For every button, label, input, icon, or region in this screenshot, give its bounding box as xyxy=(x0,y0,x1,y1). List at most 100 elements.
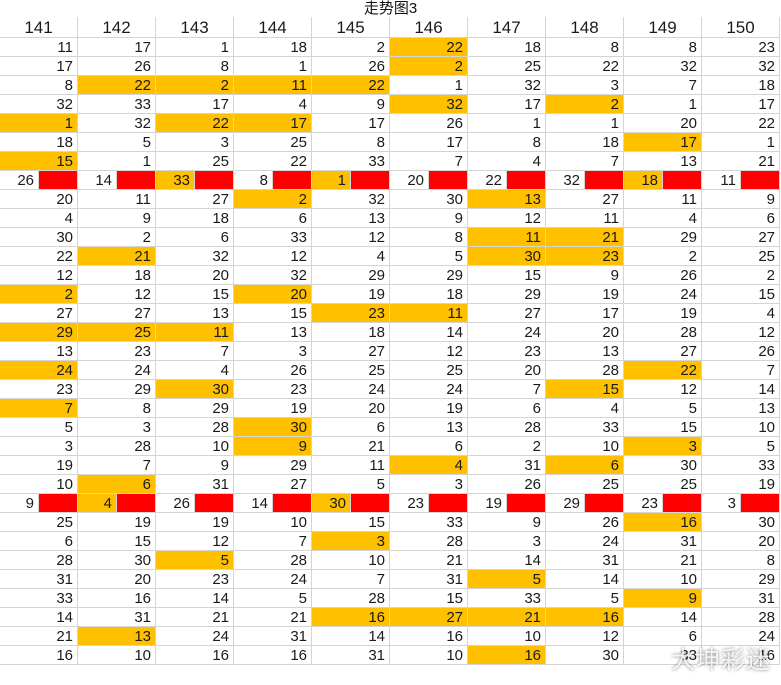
table-cell: 19 xyxy=(546,285,624,304)
table-cell: 33 xyxy=(0,589,78,608)
table-cell: 2 xyxy=(624,247,702,266)
table-cell: 31 xyxy=(546,551,624,570)
table-cell: 20 xyxy=(624,114,702,133)
table-cell: 24 xyxy=(312,380,390,399)
table-cell: 4 xyxy=(546,399,624,418)
table-cell: 28 xyxy=(468,418,546,437)
table-cell: 26 xyxy=(624,266,702,285)
table-cell: 24 xyxy=(156,627,234,646)
table-cell: 17 xyxy=(390,133,468,152)
table-cell: 31 xyxy=(0,570,78,589)
table-cell: 33 xyxy=(312,152,390,171)
column-header: 143 xyxy=(156,17,234,38)
table-cell: 15 xyxy=(390,589,468,608)
table-cell: 10 xyxy=(234,513,312,532)
table-cell: 13 xyxy=(390,418,468,437)
table-cell: 29 xyxy=(624,228,702,247)
highlighted-cell: 6 xyxy=(78,475,156,494)
table-cell: 32 xyxy=(312,190,390,209)
highlighted-cell: 16 xyxy=(624,513,702,532)
highlighted-cell: 29 xyxy=(0,323,78,342)
table-cell: 7 xyxy=(624,76,702,95)
table-cell: 8 xyxy=(546,38,624,57)
table-cell: 28 xyxy=(390,532,468,551)
table-cell: 4 xyxy=(234,95,312,114)
table-cell: 28 xyxy=(624,323,702,342)
table-cell: 31 xyxy=(702,589,780,608)
highlighted-cell: 13 xyxy=(78,627,156,646)
table-cell: 21 xyxy=(624,551,702,570)
table-cell: 17 xyxy=(156,95,234,114)
table-cell: 12 xyxy=(0,266,78,285)
table-cell: 31 xyxy=(390,570,468,589)
table-cell: 3 xyxy=(702,494,741,513)
table-cell: 6 xyxy=(702,209,780,228)
separator-bar xyxy=(117,171,156,190)
table-cell: 7 xyxy=(468,380,546,399)
table-cell: 18 xyxy=(546,133,624,152)
table-cell: 18 xyxy=(312,323,390,342)
highlighted-cell: 21 xyxy=(78,247,156,266)
separator-bar xyxy=(39,171,78,190)
table-cell: 24 xyxy=(546,532,624,551)
table-cell: 14 xyxy=(702,380,780,399)
table-cell: 8 xyxy=(78,399,156,418)
table-cell: 12 xyxy=(702,323,780,342)
table-cell: 8 xyxy=(0,76,78,95)
table-cell: 19 xyxy=(78,513,156,532)
table-cell: 9 xyxy=(546,266,624,285)
table-cell: 18 xyxy=(0,133,78,152)
table-cell: 29 xyxy=(156,399,234,418)
table-cell: 18 xyxy=(390,285,468,304)
table-cell: 1 xyxy=(78,152,156,171)
table-cell: 25 xyxy=(702,247,780,266)
table-cell: 31 xyxy=(234,627,312,646)
table-cell: 10 xyxy=(546,437,624,456)
table-cell: 5 xyxy=(312,475,390,494)
table-cell: 26 xyxy=(390,114,468,133)
table-cell: 22 xyxy=(702,114,780,133)
table-cell: 14 xyxy=(0,608,78,627)
table-cell: 13 xyxy=(624,152,702,171)
table-cell: 27 xyxy=(312,342,390,361)
table-cell: 25 xyxy=(156,152,234,171)
table-cell: 20 xyxy=(0,190,78,209)
column-header: 149 xyxy=(624,17,702,38)
table-cell: 25 xyxy=(390,361,468,380)
table-cell: 4 xyxy=(702,304,780,323)
highlighted-cell: 2 xyxy=(0,285,78,304)
highlighted-cell: 22 xyxy=(156,114,234,133)
highlighted-cell: 16 xyxy=(312,608,390,627)
table-cell: 1 xyxy=(702,133,780,152)
table-cell: 28 xyxy=(78,437,156,456)
table-cell: 9 xyxy=(78,209,156,228)
table-cell: 16 xyxy=(0,646,78,665)
table-cell: 2 xyxy=(702,266,780,285)
table-cell: 6 xyxy=(468,399,546,418)
table-cell: 32 xyxy=(0,95,78,114)
highlighted-cell: 4 xyxy=(390,456,468,475)
table-cell: 25 xyxy=(624,475,702,494)
table-cell: 29 xyxy=(468,285,546,304)
table-cell: 10 xyxy=(702,418,780,437)
highlighted-cell: 18 xyxy=(624,171,663,190)
column-header: 145 xyxy=(312,17,390,38)
highlighted-cell: 9 xyxy=(624,589,702,608)
separator-bar xyxy=(195,494,234,513)
table-cell: 9 xyxy=(0,494,39,513)
table-cell: 32 xyxy=(78,114,156,133)
column-header: 147 xyxy=(468,17,546,38)
table-cell: 23 xyxy=(78,342,156,361)
highlighted-cell: 3 xyxy=(312,532,390,551)
highlighted-cell: 22 xyxy=(312,76,390,95)
table-cell: 1 xyxy=(234,57,312,76)
table-cell: 26 xyxy=(312,57,390,76)
table-cell: 33 xyxy=(702,456,780,475)
table-cell: 33 xyxy=(546,418,624,437)
table-cell: 4 xyxy=(156,361,234,380)
highlighted-cell: 15 xyxy=(0,152,78,171)
separator-bar xyxy=(663,171,702,190)
separator-bar xyxy=(39,494,78,513)
table-cell: 30 xyxy=(0,228,78,247)
table-cell: 31 xyxy=(156,475,234,494)
